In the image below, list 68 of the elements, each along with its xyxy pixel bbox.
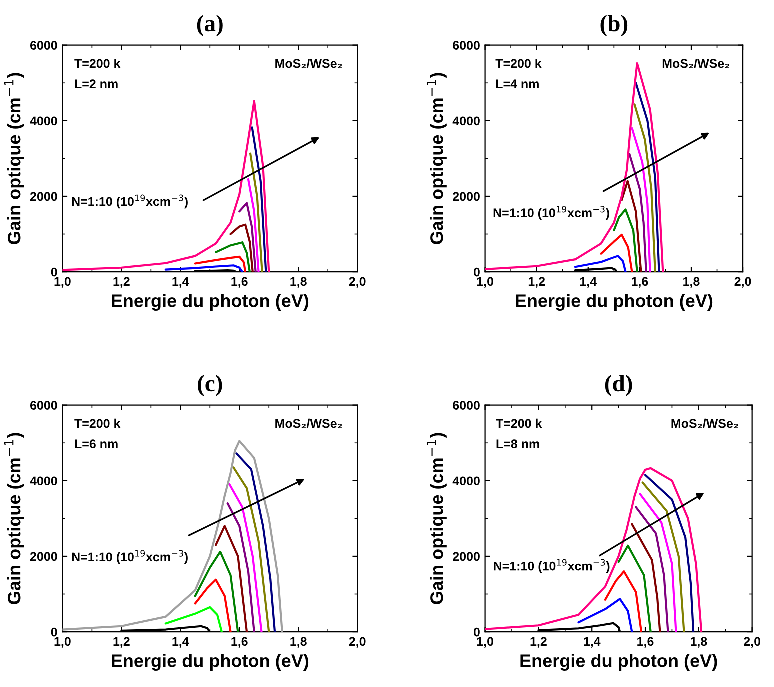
annotation: L=4 nm [496,80,539,88]
y-tick-label: 6000 [453,401,480,410]
x-tick-label: 1,6 [632,277,648,288]
y-tick-label: 6000 [30,401,58,410]
y-tick-label: 6000 [453,41,480,50]
y-tick-label: 4000 [30,476,58,486]
x-tick-label: 1,8 [290,637,307,648]
y-tick-label: 0 [51,628,58,637]
x-tick-label: 1,2 [114,637,130,648]
x-tick-label: 1,6 [232,277,248,288]
annotation: L=6 nm [75,440,118,449]
annotation: T=200 k [496,418,542,428]
y-tick-label: 2000 [453,192,480,202]
x-tick-label: 1,0 [54,637,71,648]
annotation: L=8 nm [496,440,540,449]
x-tick-label: 2,0 [349,637,366,648]
y-tick-label: 4000 [452,476,480,486]
x-axis-title: Energie du photon (eV) [520,654,718,672]
x-tick-label: 1,0 [477,637,494,648]
y-tick-label: 0 [474,268,480,277]
x-tick-label: 1,2 [114,277,130,288]
x-tick-label: 1,8 [684,277,700,288]
annotation: MoS₂/WSe₂ [276,418,342,428]
x-tick-label: 1,0 [477,277,494,288]
y-tick-label: 4000 [30,116,58,126]
annotation: MoS₂/WSe₂ [662,58,730,68]
x-tick-label: 1,2 [530,637,547,648]
annotation: N=1:10 (10$^{19}$xcm$^{−3}$) [72,550,188,564]
x-tick-label: 1,4 [580,277,598,288]
annotation: N=1:10 (10$^{19}$xcm$^{−3}$) [494,206,610,220]
annotation: T=200 k [496,58,542,68]
chart-title: (b) [600,15,628,36]
annotation: MoS₂/WSe₂ [276,58,342,68]
chart-title: (d) [605,375,632,396]
x-tick-label: 2,0 [744,637,761,648]
y-tick-label: 0 [51,268,58,277]
x-tick-label: 1,8 [691,637,708,648]
x-tick-label: 1,2 [528,277,546,288]
y-tick-label: 0 [474,628,480,637]
annotation: MoS₂/WSe₂ [672,418,738,428]
y-tick-label: 2000 [30,552,58,562]
x-axis-title: Energie du photon (eV) [112,294,309,312]
annotation: T=200 k [74,418,121,428]
x-tick-label: 1,6 [232,637,248,648]
annotation: L=2 nm [75,80,118,88]
x-tick-label: 1,6 [638,637,654,648]
y-axis-title: Gain optique (cm$^{−1}$) [427,73,447,244]
x-axis-title: Energie du photon (eV) [516,294,713,312]
y-tick-label: 4000 [452,116,480,126]
y-axis-title: Gain optique (cm$^{−1}$) [4,433,24,604]
x-tick-label: 2,0 [349,277,366,288]
annotation: N=1:10 (10$^{19}$xcm$^{−3}$) [494,559,610,574]
x-tick-label: 1,4 [172,637,190,648]
y-tick-label: 2000 [453,552,480,562]
x-tick-label: 1,4 [172,277,190,288]
x-tick-label: 1,4 [584,637,601,648]
y-axis-title: Gain optique (cm$^{−1}$) [4,73,24,244]
chart-title: (c) [198,375,222,396]
y-tick-label: 6000 [30,41,58,50]
y-axis-title: Gain optique (cm$^{−1}$) [427,433,447,604]
x-tick-label: 1,8 [290,277,307,288]
annotation: N=1:10 (10$^{19}$xcm$^{−3}$) [72,194,188,209]
x-axis-title: Energie du photon (eV) [112,654,309,672]
x-tick-label: 1,0 [54,277,71,288]
y-tick-label: 2000 [30,192,58,202]
annotation: T=200 k [74,58,121,68]
chart-title: (a) [197,15,223,36]
x-tick-label: 2,0 [734,277,752,288]
